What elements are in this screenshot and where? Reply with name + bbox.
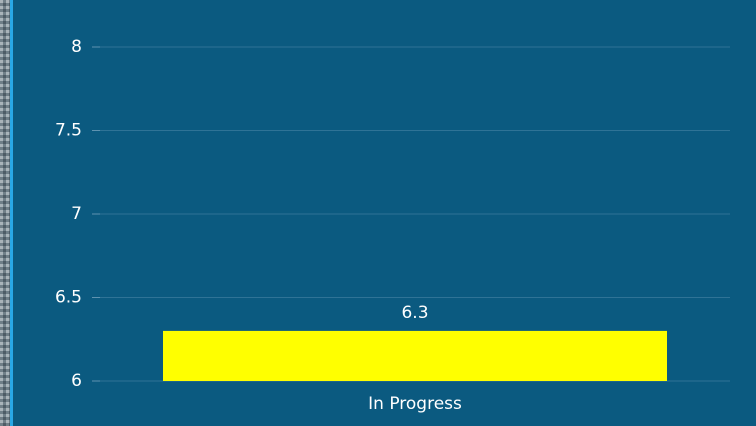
y-tick-label: 6 xyxy=(71,371,82,391)
y-tick-label: 7 xyxy=(71,204,82,224)
value-label: 6.3 xyxy=(401,303,428,323)
chart: 6 6.5 7 7.5 8 In Progress 6.3 xyxy=(0,0,756,426)
side-texture xyxy=(0,0,10,426)
y-tick-label: 7.5 xyxy=(55,121,82,141)
y-tick-label: 8 xyxy=(71,37,82,57)
y-tick-label: 6.5 xyxy=(55,288,82,308)
bar xyxy=(163,331,667,381)
side-border xyxy=(10,0,13,426)
x-tick-label: In Progress xyxy=(368,394,462,414)
page: 66.577.58In Progress6.3 (() => { const d… xyxy=(0,0,756,426)
